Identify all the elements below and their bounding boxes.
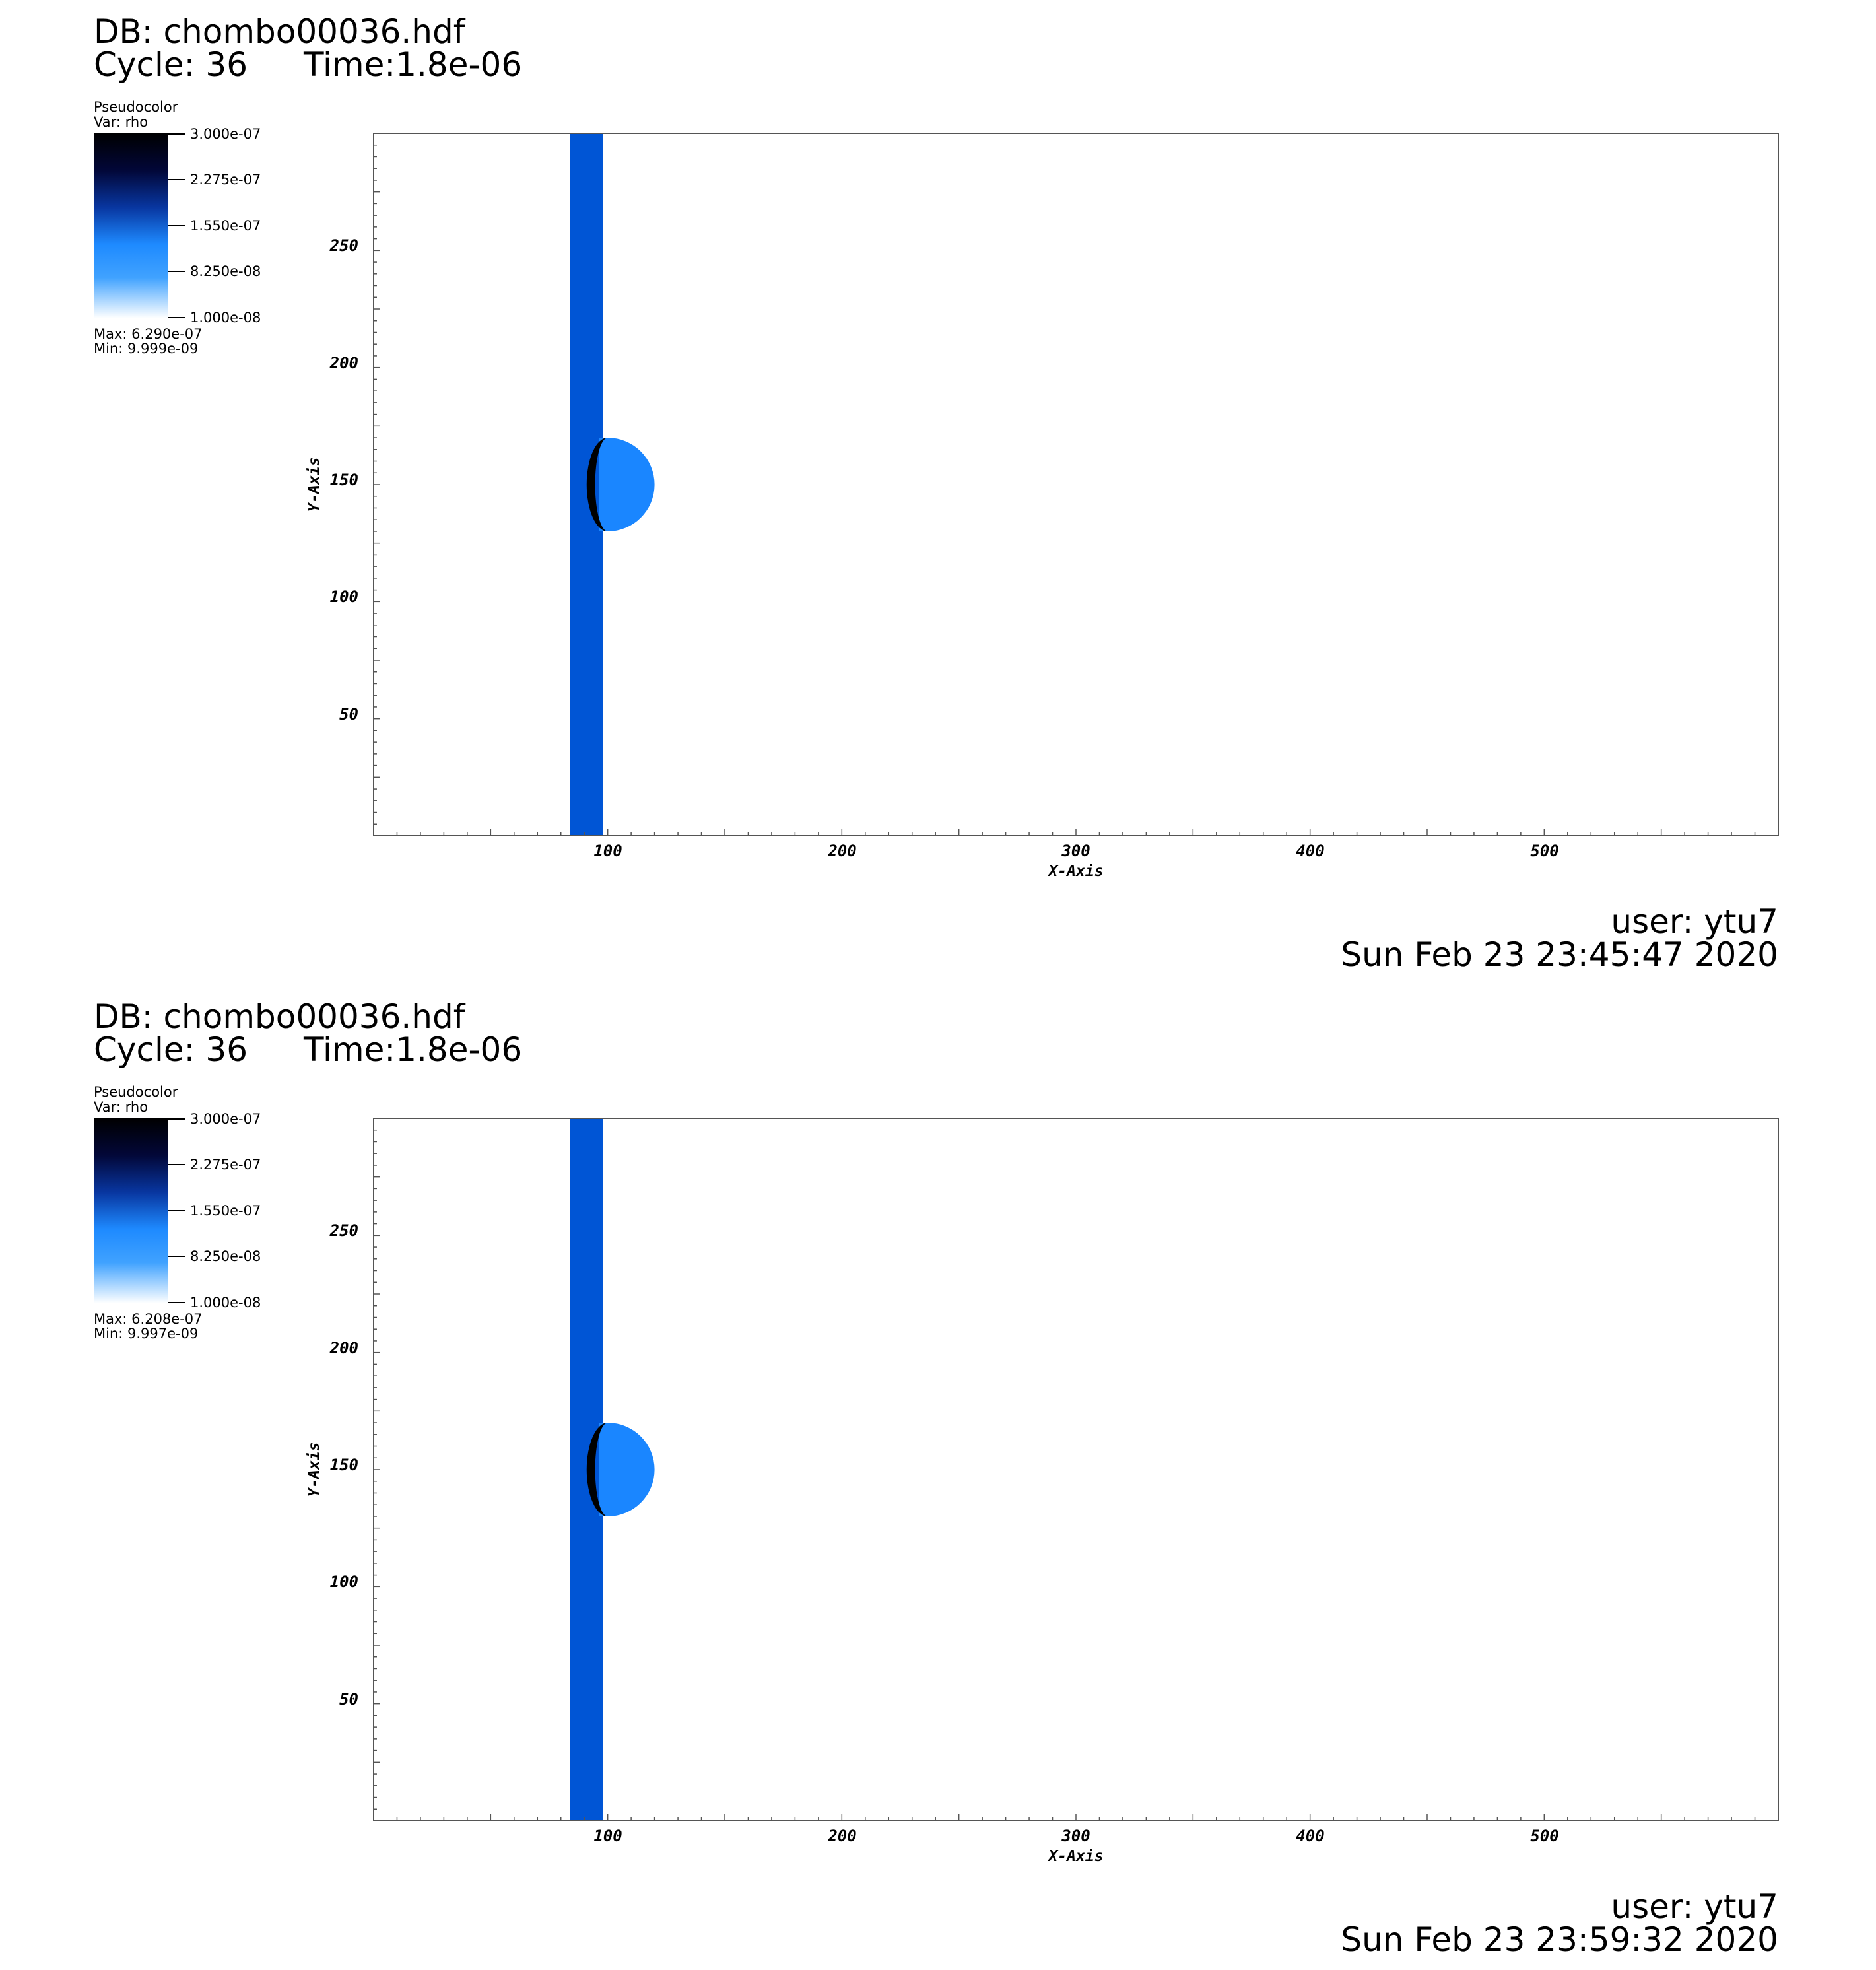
x-tick-label: 200: [827, 842, 856, 860]
time-label: Time:1.8e-06: [304, 46, 523, 84]
plot-area: 250 200 150 100 50 100 200 300 400 500 X…: [306, 133, 1779, 880]
y-tick-label: 50: [339, 705, 358, 724]
cycle-label: Cycle: 36: [94, 46, 248, 84]
shock-front: [586, 1423, 608, 1516]
visit-window-bottom: DB: chombo00036.hdf Cycle: 36 Time:1.8e-…: [0, 985, 1876, 1970]
x-tick-label: 400: [1296, 1827, 1324, 1845]
y-tick-label: 250: [329, 1221, 358, 1240]
colorbar-tick: [168, 1118, 185, 1120]
legend-variable: Var: rho: [94, 1099, 149, 1115]
legend-min: Min: 9.997e-09: [94, 1326, 199, 1342]
y-axis-title: Y-Axis: [306, 457, 323, 512]
y-tick-label: 200: [329, 354, 358, 372]
x-tick-label: 300: [1061, 1827, 1090, 1845]
colorbar-tick: [168, 1302, 185, 1303]
colorbar-tick: [168, 1256, 185, 1257]
colorbar-tick-label: 1.550e-07: [190, 1203, 261, 1219]
y-tick-label: 100: [330, 1573, 358, 1591]
colorbar-tick: [168, 133, 185, 135]
x-tick-label: 500: [1530, 1827, 1558, 1845]
y-tick-label: 250: [329, 236, 358, 255]
colorbar-tick: [168, 271, 185, 272]
colorbar-tick: [168, 317, 185, 318]
colorbar-tick: [168, 225, 185, 226]
legend-min: Min: 9.999e-09: [94, 341, 199, 357]
colorbar-tick-label: 2.275e-07: [190, 172, 261, 187]
plot-area: 250 200 150 100 50 100 200 300 400 500 X…: [306, 1118, 1779, 1865]
time-label: Time:1.8e-06: [304, 1031, 523, 1069]
x-tick-label: 500: [1530, 842, 1558, 860]
y-tick-label: 100: [330, 588, 358, 606]
x-axis-title: X-Axis: [1047, 1848, 1103, 1865]
legend-max: Max: 6.290e-07: [94, 326, 203, 342]
colorbar-tick-label: 1.000e-08: [190, 310, 261, 325]
x-tick-label: 100: [593, 842, 622, 860]
date-label: Sun Feb 23 23:59:32 2020: [1341, 1920, 1778, 1959]
y-tick-label: 150: [330, 1456, 358, 1474]
shock-front: [586, 438, 608, 531]
legend-variable: Var: rho: [94, 114, 149, 130]
colorbar-tick: [168, 1210, 185, 1211]
colorbar-tick: [168, 179, 185, 180]
visit-window-top: DB: chombo00036.hdf Cycle: 36 Time:1.8e-…: [94, 13, 1779, 974]
colorbar: [94, 133, 168, 318]
colorbar-tick: [168, 1164, 185, 1165]
colorbar-tick-label: 1.000e-08: [190, 1295, 261, 1310]
y-tick-label: 200: [329, 1339, 358, 1357]
colorbar-tick-label: 2.275e-07: [190, 1157, 261, 1172]
cycle-label: Cycle: 36: [94, 1031, 248, 1069]
legend-title: Pseudocolor: [94, 1084, 178, 1100]
bubble: [599, 438, 655, 531]
colorbar-tick-label: 1.550e-07: [190, 218, 261, 234]
x-tick-label: 100: [593, 1827, 622, 1845]
bubble: [599, 1423, 655, 1516]
x-tick-label: 200: [827, 1827, 856, 1845]
colorbar-tick-label: 8.250e-08: [190, 1248, 261, 1264]
colorbar-tick-label: 8.250e-08: [190, 263, 261, 279]
x-tick-label: 400: [1296, 842, 1324, 860]
date-label: Sun Feb 23 23:45:47 2020: [1341, 935, 1778, 974]
colorbar: [94, 1118, 168, 1303]
database-label: DB: chombo00036.hdf: [94, 13, 465, 51]
x-axis-title: X-Axis: [1047, 863, 1103, 880]
y-tick-label: 150: [330, 471, 358, 489]
user-label: user: ytu7: [1611, 902, 1778, 941]
x-tick-label: 300: [1061, 842, 1090, 860]
y-tick-label: 50: [339, 1690, 358, 1709]
legend-title: Pseudocolor: [94, 99, 178, 115]
colorbar-tick-label: 3.000e-07: [190, 126, 261, 142]
y-axis-title: Y-Axis: [306, 1442, 323, 1497]
user-label: user: ytu7: [1611, 1887, 1778, 1926]
database-label: DB: chombo00036.hdf: [94, 998, 465, 1036]
colorbar-tick-label: 3.000e-07: [190, 1111, 261, 1127]
legend-max: Max: 6.208e-07: [94, 1311, 203, 1327]
